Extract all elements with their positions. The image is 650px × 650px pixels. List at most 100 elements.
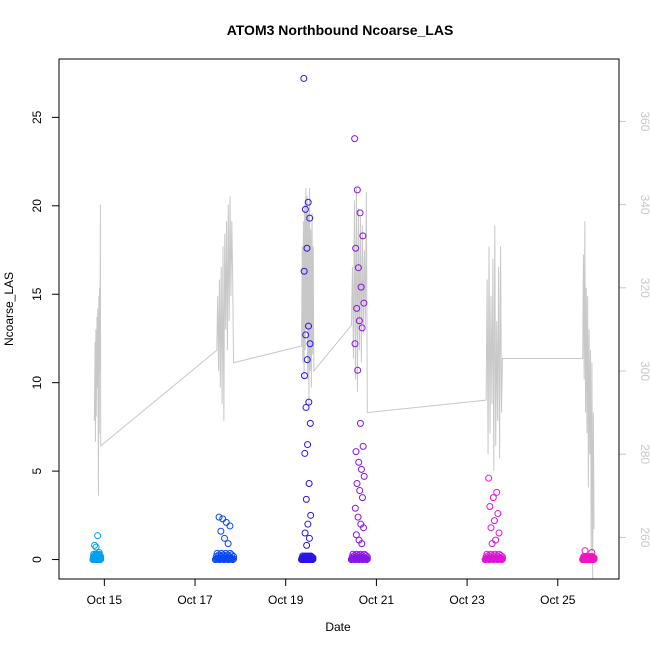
data-point [229, 556, 237, 564]
point-series-6 [579, 547, 598, 564]
data-point [493, 488, 501, 496]
data-point [359, 232, 367, 240]
data-point [363, 553, 371, 561]
data-point [581, 547, 589, 555]
data-point [351, 135, 359, 143]
y2-tick-label: 300 [638, 361, 650, 381]
data-point [495, 529, 503, 537]
data-point [360, 299, 368, 307]
data-point [97, 553, 105, 561]
data-point [304, 441, 312, 449]
y2-tick-label: 340 [638, 195, 650, 215]
point-series-1 [89, 532, 105, 564]
y-tick-label: 5 [30, 467, 44, 474]
data-point [300, 372, 308, 380]
series-line [93, 187, 595, 580]
data-point [352, 244, 360, 252]
data-point [362, 552, 370, 560]
data-point [490, 517, 498, 525]
y-tick-label: 15 [30, 287, 44, 301]
data-point [498, 553, 506, 561]
data-point [355, 317, 363, 325]
data-point [301, 205, 309, 213]
data-point [360, 472, 368, 480]
data-point [492, 536, 500, 544]
data-point [92, 543, 100, 551]
data-point [358, 494, 366, 502]
data-point [302, 403, 310, 411]
data-point [353, 479, 361, 487]
data-point [307, 511, 315, 519]
point-series-5 [481, 474, 506, 564]
point-series-2 [211, 513, 238, 564]
data-point [356, 419, 364, 427]
data-point [590, 555, 598, 563]
data-point [353, 186, 361, 194]
data-point [230, 555, 238, 563]
data-point [226, 522, 234, 530]
data-point [224, 540, 232, 548]
data-point [354, 366, 362, 374]
data-point [222, 518, 230, 526]
data-point [301, 529, 309, 537]
data-point [489, 494, 497, 502]
y-tick-label: 10 [30, 376, 44, 390]
data-point [359, 442, 367, 450]
x-tick-label: Oct 23 [449, 593, 485, 607]
data-point [363, 555, 371, 563]
data-point [497, 552, 505, 560]
data-point [230, 552, 238, 560]
data-point [302, 495, 310, 503]
x-tick-label: Oct 17 [177, 593, 213, 607]
x-tick-label: Oct 25 [540, 593, 576, 607]
data-point [228, 551, 236, 559]
data-point [356, 209, 364, 217]
plot-content: 0 5 10 15 20 25 260 280 300 320 340 360 Oct 15 Oct 17… [30, 74, 650, 607]
y-tick-label: 0 [30, 556, 44, 563]
data-point [498, 555, 506, 563]
x-tick-label: Oct 15 [87, 593, 123, 607]
data-point [357, 465, 365, 473]
data-point [486, 502, 494, 510]
data-point [215, 513, 223, 521]
y-axis-label: Ncoarse_LAS [2, 272, 16, 346]
data-point [588, 548, 596, 556]
data-point [355, 458, 363, 466]
data-point [494, 510, 502, 518]
data-point [306, 214, 314, 222]
data-point [351, 504, 359, 512]
data-point [309, 555, 317, 563]
data-point [306, 340, 314, 348]
data-point [97, 555, 105, 563]
y2-tick-label: 260 [638, 527, 650, 547]
data-point [352, 448, 360, 456]
data-point [301, 449, 309, 457]
data-point [358, 540, 366, 548]
data-point [221, 534, 229, 542]
data-point [94, 532, 102, 540]
data-point [95, 548, 103, 556]
y2-tick-label: 280 [638, 444, 650, 464]
data-point [300, 74, 308, 82]
data-point [91, 541, 99, 549]
data-point [352, 531, 360, 539]
data-point [305, 534, 313, 542]
y2-tick-label: 320 [638, 278, 650, 298]
data-point [305, 479, 313, 487]
data-point [354, 264, 362, 272]
data-point [487, 524, 495, 532]
point-series-4 [347, 135, 371, 564]
data-point [304, 198, 312, 206]
data-point [303, 356, 311, 364]
chart-title: ATOM3 Northbound Ncoarse_LAS [227, 22, 454, 38]
x-tick-label: Oct 19 [268, 593, 304, 607]
plot-frame [58, 58, 620, 580]
point-series-3 [298, 74, 317, 564]
data-point [303, 541, 311, 549]
data-point [302, 331, 310, 339]
data-point [219, 515, 227, 523]
data-point [353, 304, 361, 312]
y2-tick-label: 360 [638, 111, 650, 131]
data-point [354, 513, 362, 521]
